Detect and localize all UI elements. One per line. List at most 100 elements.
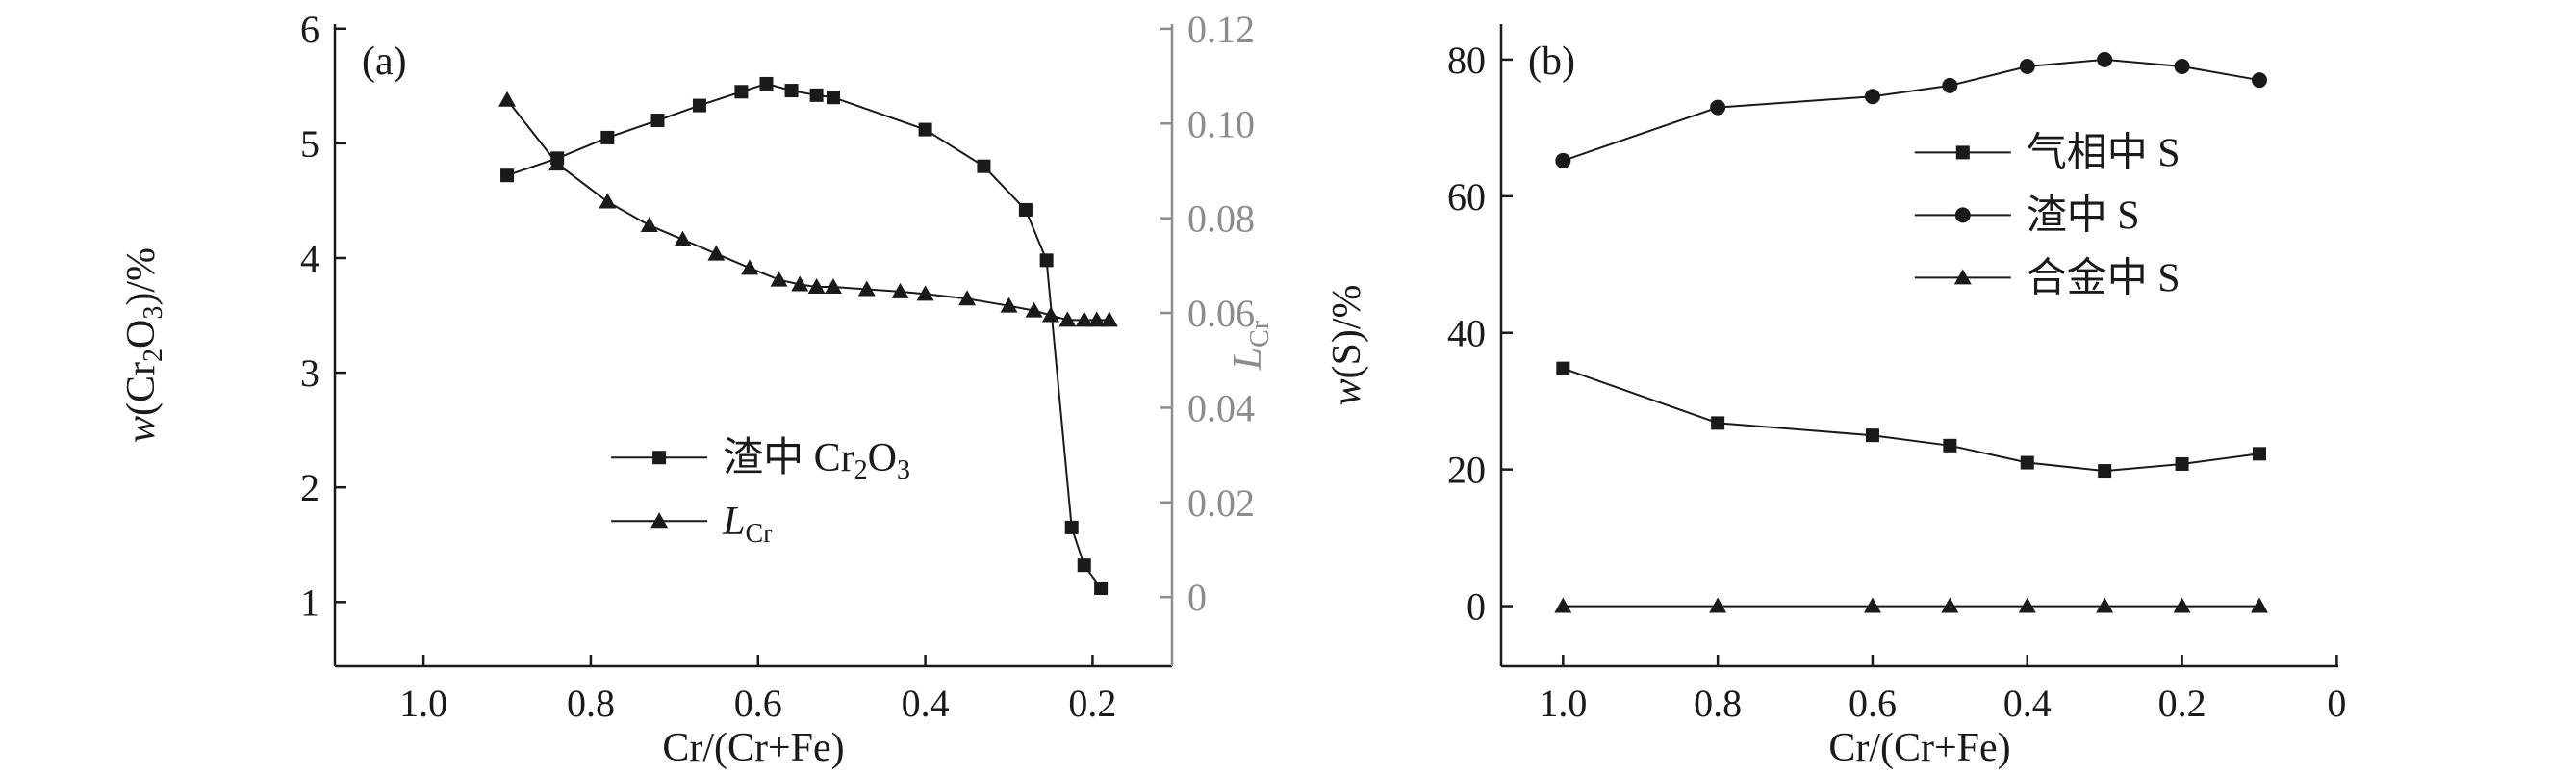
triangle-marker [857,280,876,297]
x-tick-label: 1.0 [399,682,447,725]
square-marker [650,114,665,128]
square-marker [1064,520,1079,534]
triangle-marker [599,193,617,209]
y-tick-label: 80 [1447,39,1486,82]
x-tick-label: 0.8 [567,682,615,725]
triangle-marker [1058,311,1077,327]
left-axis-title: w(S)/% [1325,284,1369,405]
square-marker [1943,438,1957,453]
square-marker [1711,416,1725,430]
x-tick-label: 0.4 [2003,682,2052,725]
square-marker [1018,202,1033,217]
triangle-marker [1953,269,1972,285]
square-marker [500,168,515,183]
series-line [1562,367,2260,473]
legend: 渣中 Cr2O3 LCr [611,436,910,549]
triangle-marker [650,512,669,529]
triangle-marker [770,271,788,287]
x-tick-label: 0.6 [1849,682,1897,725]
square-marker [1865,428,1879,443]
circle-marker [1954,207,1971,223]
triangle-marker [807,277,826,294]
triangle-marker [1025,301,1043,318]
y-tick-label: 2 [300,466,319,509]
y-tick-label: 0 [1467,585,1486,629]
axes: 1.0 0.8 0.6 0.4 0.2 0 0 20 40 60 80 [1447,24,2346,725]
triangle-marker [1087,311,1106,327]
triangle-marker [548,155,567,171]
triangle-marker [1554,597,1572,613]
y-tick-label: 20 [1447,449,1486,492]
square-marker [2175,456,2189,471]
panel-b: 1.0 0.8 0.6 0.4 0.2 0 0 20 40 60 80 w(S)/% Cr/(Cr+Fe… [1294,0,2576,776]
y-tick-label: 60 [1447,175,1486,219]
triangle-marker [1941,597,1959,613]
square-marker [652,451,667,465]
square-marker [1094,582,1109,596]
square-marker [977,159,991,173]
circle-marker [2097,51,2113,67]
y-tick-label: 40 [1447,312,1486,355]
triangle-marker [1000,297,1018,313]
circle-marker [1710,99,1726,116]
y-tick-label: 5 [300,122,319,166]
square-marker [692,98,706,113]
x-tick-label: 0.2 [2158,682,2206,725]
legend-label: LCr [722,500,773,549]
legend-label: 渣中 S [2027,194,2140,238]
triangle-marker [2173,597,2191,613]
triangle-marker [2250,597,2268,613]
triangle-marker [2018,597,2036,613]
legend-label: 气相中 S [2027,131,2181,175]
triangle-marker [1709,597,1727,613]
axes: 1.0 0.8 0.6 0.4 0.2 1 2 3 4 5 6 0 0.02 0.04 0.06 0.08 0.… [300,8,1255,725]
circle-marker [2019,58,2035,74]
square-marker [759,76,774,91]
panel-a: 1.0 0.8 0.6 0.4 0.2 1 2 3 4 5 6 0 0.02 0.04 0.06 0.08 0.… [119,8,1275,770]
square-marker [2020,455,2034,470]
square-marker [2252,447,2266,461]
triangle-marker [2096,597,2114,613]
circle-marker [2251,72,2267,89]
x-axis-title: Cr/(Cr+Fe) [1828,726,2010,770]
square-marker [918,122,932,137]
square-marker [1039,253,1054,268]
series-1 [498,91,1118,327]
x-tick-label: 0.6 [734,682,782,725]
x-tick-label: 0 [2327,682,2346,725]
triangle-marker [640,217,658,233]
series-0 [500,76,1109,596]
square-marker [784,84,799,98]
left-axis-title: w(Cr2O3)/% [119,247,168,443]
triangle-marker [1075,311,1093,327]
series-line [506,99,1109,322]
right-y-tick-label: 0.04 [1187,386,1255,429]
y-tick-label: 4 [300,237,319,280]
legend: 气相中 S 渣中 S 合金中 S [1914,131,2181,300]
triangle-marker [791,275,809,292]
square-marker [827,91,841,105]
right-y-tick-label: 0.06 [1187,292,1255,335]
right-axis-title: LCr [1226,320,1275,371]
x-tick-label: 1.0 [1539,682,1587,725]
x-tick-label: 0.2 [1068,682,1116,725]
square-marker [2098,464,2112,479]
triangle-marker [1100,311,1118,327]
triangle-marker [916,285,934,301]
triangle-marker [498,91,517,107]
panel-label: (a) [362,39,407,84]
right-y-tick-label: 0.08 [1187,197,1255,241]
triangle-marker [1041,306,1059,323]
right-y-tick-label: 0.12 [1187,8,1255,51]
series-2 [1554,597,2268,613]
circle-marker [2174,58,2190,74]
chart-a-canvas: 1.0 0.8 0.6 0.4 0.2 1 2 3 4 5 6 0 0.02 0.04 0.06 0.08 0.… [119,8,1275,770]
x-axis-title: Cr/(Cr+Fe) [662,726,844,770]
triangle-marker [741,259,759,275]
square-marker [1556,361,1570,375]
right-y-tick-label: 0 [1187,576,1207,619]
chart-b-canvas: 1.0 0.8 0.6 0.4 0.2 0 0 20 40 60 80 w(S)/% Cr/(Cr+Fe… [1325,24,2346,770]
y-tick-label: 1 [300,581,319,624]
legend-label: 合金中 S [2027,255,2181,300]
